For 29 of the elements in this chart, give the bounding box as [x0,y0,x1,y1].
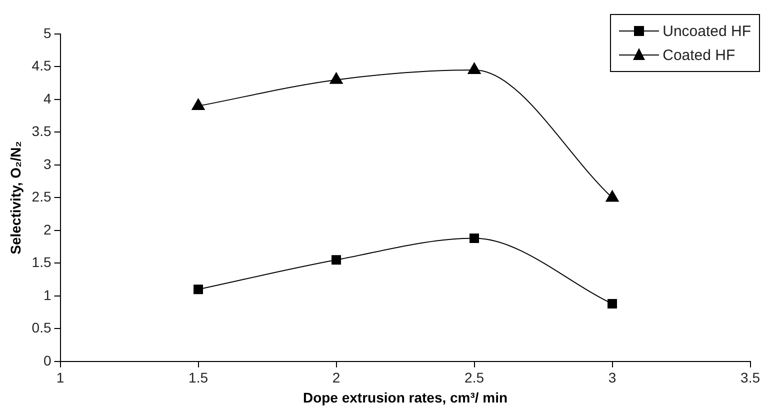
point [608,299,618,309]
x-tick-label: 3 [608,370,616,386]
y-tick-label: 2.5 [32,188,52,205]
y-tick-label: 5 [43,24,52,41]
y-tick-label: 3 [43,156,52,172]
point [194,284,204,294]
y-tick-label: 0.5 [32,320,52,336]
x-tick-label: 1.5 [188,370,208,386]
point [332,255,342,265]
x-tick-label: 2 [332,370,340,386]
point [330,72,343,84]
point [606,190,619,202]
legend-label: Uncoated HF [662,22,751,40]
point [468,62,481,74]
x-tick-label: 1 [56,370,64,386]
point [470,234,480,244]
y-tick-label: 0 [43,352,52,368]
y-tick-label: 1.5 [32,254,52,270]
point [192,98,205,110]
y-tick-label: 4 [43,90,52,106]
legend-label: Coated HF [662,46,736,64]
y-tick-label: 3.5 [32,123,52,140]
y-tick-label: 4.5 [32,58,52,74]
x-tick-label: 2.5 [464,370,484,386]
x-axis-title: Dope extrusion rates, cm³/ min [302,389,508,406]
y-tick-label: 2 [43,221,52,238]
x-tick-label: 3.5 [740,370,760,386]
y-tick-label: 1 [43,286,52,303]
y-axis-title: Selectivity, O₂/N₂ [7,141,24,254]
